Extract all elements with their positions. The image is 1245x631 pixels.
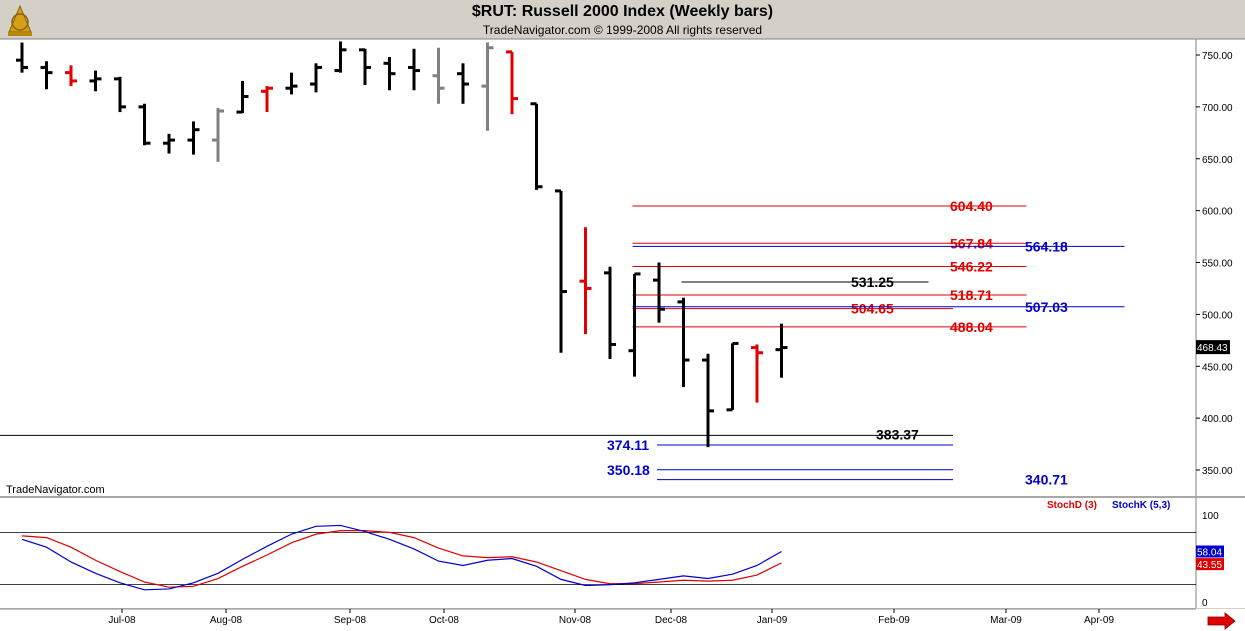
date-tick-label: Jul-08 <box>108 615 136 626</box>
level-label: 531.25 <box>851 274 894 290</box>
price-tick-label: 550.00 <box>1202 259 1233 270</box>
stoch-panel <box>0 498 1196 608</box>
date-tick-label: Apr-09 <box>1084 615 1114 626</box>
date-tick-label: Dec-08 <box>655 615 688 626</box>
level-label: 604.40 <box>950 198 993 214</box>
stoch-tick-label: 0 <box>1202 598 1208 609</box>
last-price-label: 468.43 <box>1197 343 1228 354</box>
date-tick-label: Jan-09 <box>757 615 788 626</box>
date-tick-label: Feb-09 <box>878 615 910 626</box>
level-label: 383.37 <box>876 426 919 442</box>
level-label: 564.18 <box>1025 238 1068 254</box>
legend-stochk: StochK (5,3) <box>1112 500 1170 511</box>
level-label: 518.71 <box>950 287 993 303</box>
price-axis <box>1196 39 1245 496</box>
level-label: 507.03 <box>1025 299 1068 315</box>
stochd-last-box <box>1196 558 1224 571</box>
price-tick-label: 400.00 <box>1202 414 1233 425</box>
stoch-series-line <box>21 524 782 591</box>
price-tick-label: 450.00 <box>1202 362 1233 373</box>
price-tick-label: 700.00 <box>1202 103 1233 114</box>
stochk-last-box <box>1196 545 1224 558</box>
date-axis <box>0 609 1245 631</box>
price-tick-label: 500.00 <box>1202 310 1233 321</box>
price-tick-label: 600.00 <box>1202 207 1233 218</box>
price-tick-label: 650.00 <box>1202 155 1233 166</box>
level-label: 350.18 <box>607 462 650 478</box>
date-tick-label: Aug-08 <box>210 615 243 626</box>
price-tick-label: 750.00 <box>1202 51 1233 62</box>
date-tick-label: Mar-09 <box>990 615 1022 626</box>
watermark: TradeNavigator.com <box>6 484 105 496</box>
date-tick-label: Oct-08 <box>429 615 459 626</box>
stoch-tick-label: 100 <box>1202 511 1219 522</box>
sextant-logo-icon <box>4 4 36 38</box>
level-label: 567.84 <box>950 235 993 251</box>
legend-stochd: StochD (3) <box>1047 500 1097 511</box>
level-label: 546.22 <box>950 258 993 274</box>
level-label: 488.04 <box>950 319 993 335</box>
stoch-series-line <box>21 530 782 588</box>
stochd-last-label: 43.55 <box>1197 560 1222 571</box>
chart-subtitle: TradeNavigator.com © 1999-2008 All right… <box>482 23 763 37</box>
date-tick-label: Sep-08 <box>334 615 367 626</box>
level-label: 504.65 <box>851 301 894 317</box>
date-tick-label: Nov-08 <box>559 615 592 626</box>
level-label: 340.71 <box>1025 472 1068 488</box>
level-label: 374.11 <box>607 437 649 453</box>
price-tick-label: 350.00 <box>1202 466 1233 477</box>
chart-title: $RUT: Russell 2000 Index (Weekly bars) <box>471 3 774 20</box>
stochk-last-label: 58.04 <box>1197 548 1222 559</box>
last-price-box <box>1196 340 1230 355</box>
price-panel <box>0 39 1196 496</box>
red-arrow-right-icon[interactable] <box>1207 612 1236 630</box>
